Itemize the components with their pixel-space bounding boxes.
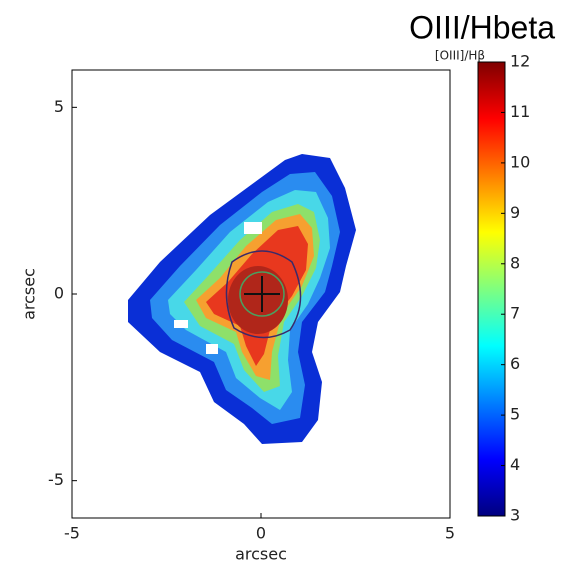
- chart-title: OIII/Hbeta: [409, 9, 555, 45]
- y-tick-label: -5: [48, 470, 64, 489]
- colorbar-tick-label: 3: [510, 506, 520, 525]
- colorbar-tick-label: 4: [510, 455, 520, 474]
- y-axis-label: arcsec: [20, 268, 39, 320]
- x-tick-label: -5: [64, 524, 80, 543]
- y-tick-label: 5: [54, 97, 64, 116]
- colorbar-tick-label: 8: [510, 253, 520, 272]
- x-axis-label: arcsec: [235, 545, 287, 564]
- colorbar-tick-label: 6: [510, 354, 520, 373]
- colorbar-tick-label: 12: [510, 52, 530, 71]
- colorbar-tick-label: 10: [510, 152, 530, 171]
- emission-map: [128, 154, 356, 444]
- x-tick-label: 0: [256, 524, 266, 543]
- colorbar: [477, 61, 506, 517]
- y-tick-label: 0: [54, 284, 64, 303]
- x-tick-label: 5: [445, 524, 455, 543]
- colorbar-tick-label: 5: [510, 405, 520, 424]
- colorbar-tick-label: 9: [510, 203, 520, 222]
- colorbar-label: [OIII]/Hβ: [435, 49, 485, 63]
- colorbar-tick-label: 11: [510, 102, 530, 121]
- colorbar-tick-label: 7: [510, 304, 520, 323]
